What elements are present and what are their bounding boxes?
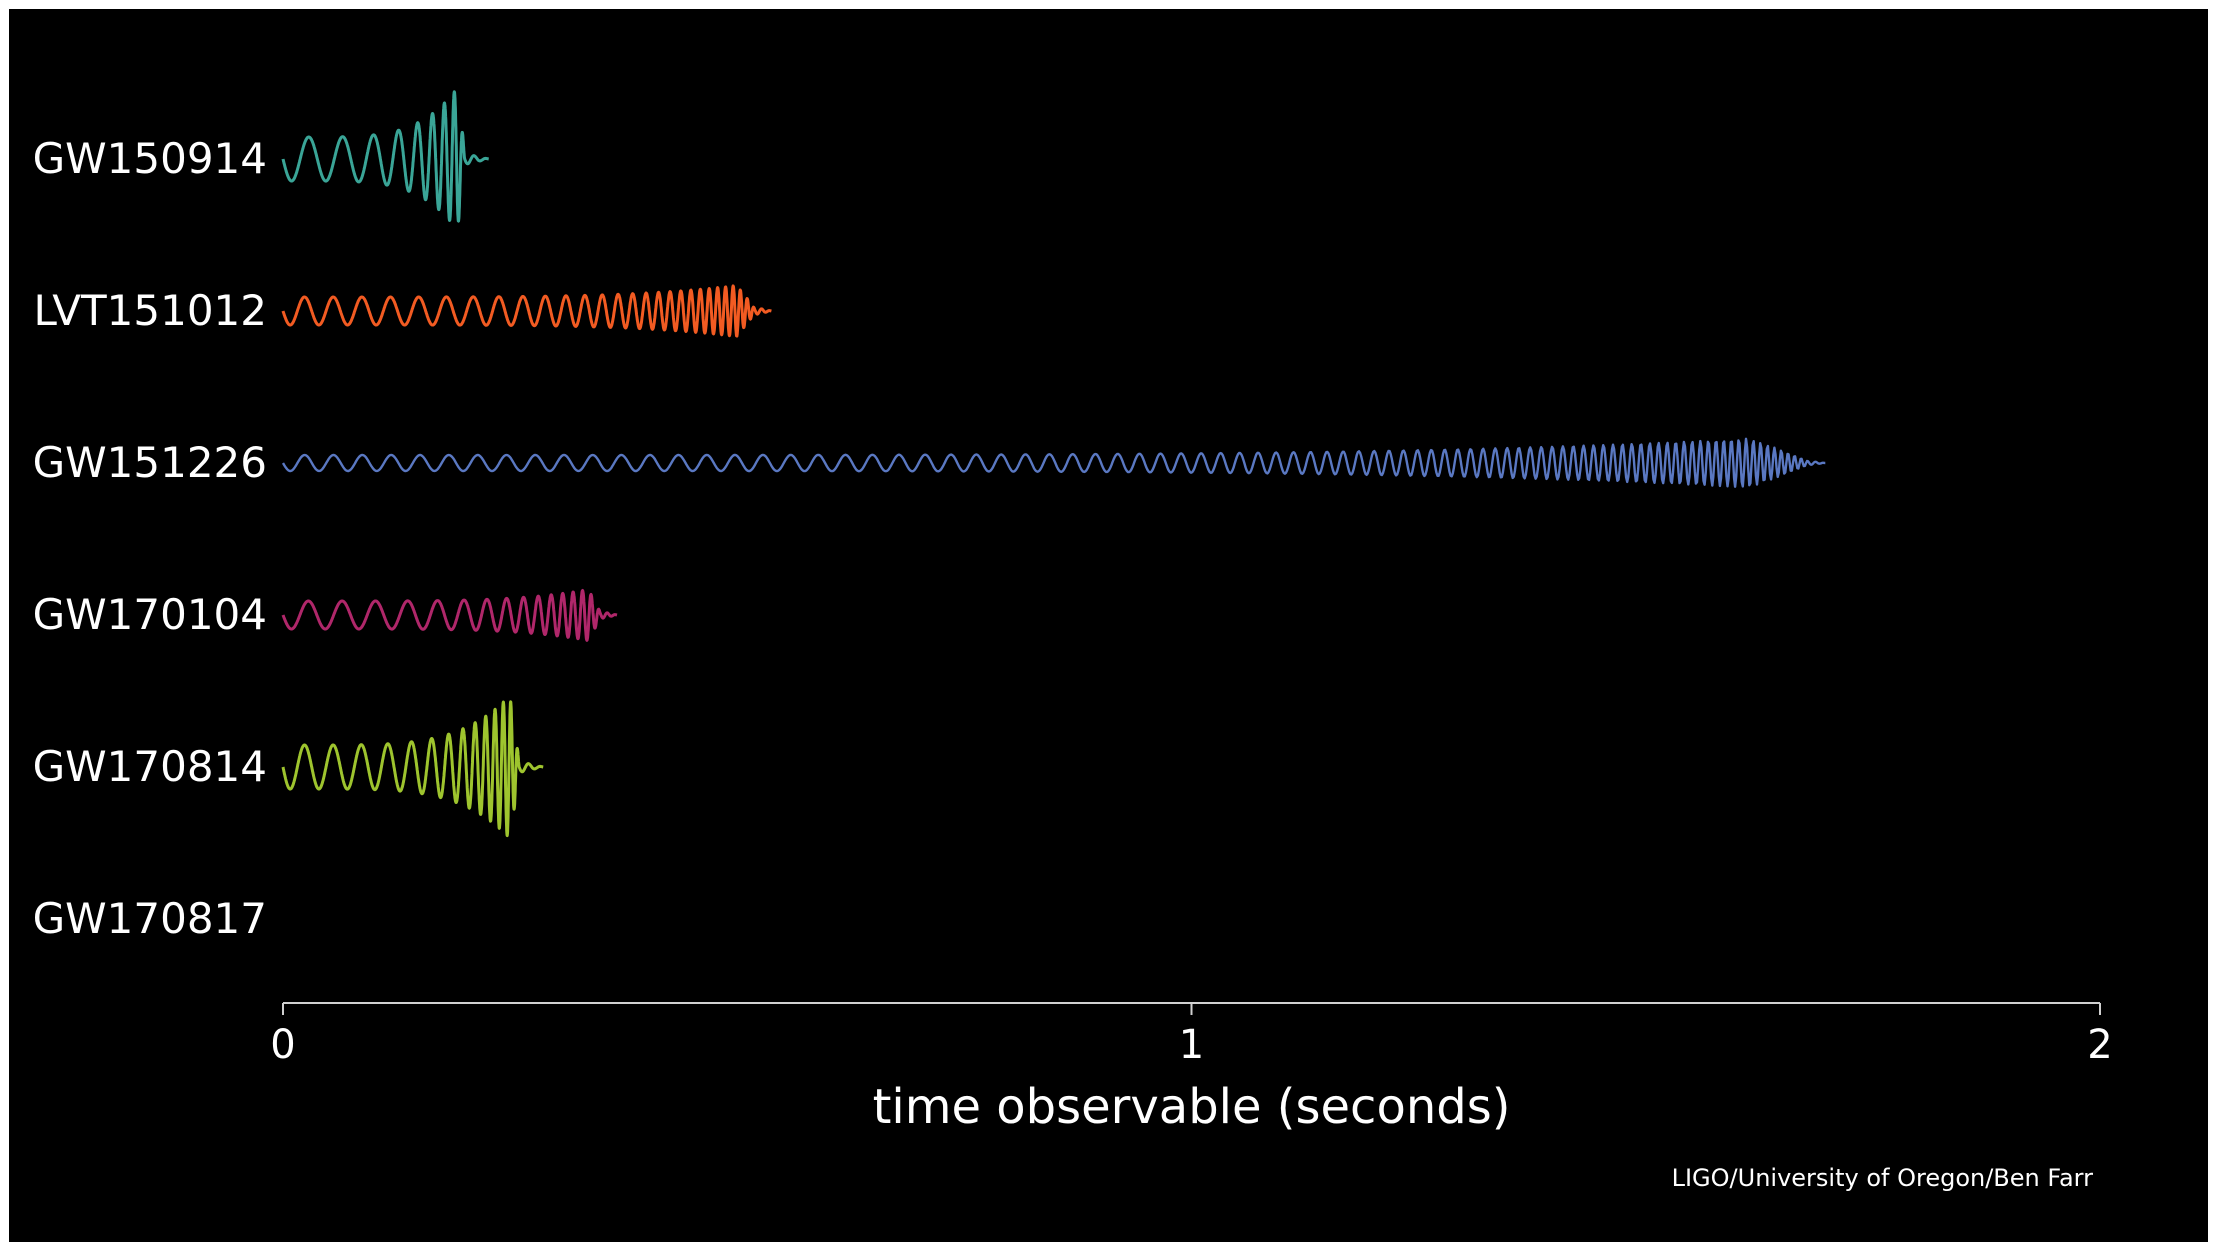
series-label: LVT151012: [33, 286, 267, 335]
waveform-line: [281, 90, 490, 223]
series-gw151226: GW151226: [33, 437, 1827, 488]
waveform-line: [281, 437, 1827, 488]
waveform-line: [281, 589, 619, 642]
series-gw170817: GW170817: [33, 894, 267, 943]
credit-text: LIGO/University of Oregon/Ben Farr: [1672, 1164, 2094, 1192]
series-label: GW170104: [33, 590, 267, 639]
series-gw170104: GW170104: [33, 589, 619, 642]
x-axis-label: time observable (seconds): [873, 1079, 1511, 1135]
series-label: GW170817: [33, 894, 267, 943]
waveform-line: [281, 700, 545, 838]
series-lvt151012: LVT151012: [33, 284, 773, 338]
waveform-chart: GW150914 LVT151012 GW151226 GW170104 GW17081…: [33, 90, 2113, 1192]
plot-frame: GW150914 LVT151012 GW151226 GW170104 GW17081…: [9, 9, 2208, 1242]
x-tick-label: 0: [270, 1022, 295, 1068]
x-tick-label: 1: [1179, 1022, 1204, 1068]
x-tick-label: 2: [2087, 1022, 2112, 1068]
series-label: GW150914: [33, 134, 267, 183]
series-label: GW170814: [33, 742, 267, 791]
x-axis: 0 1 2 time observable (seconds): [270, 1002, 2113, 1135]
waveform-line: [281, 284, 773, 338]
series-gw170814: GW170814: [33, 700, 545, 838]
series-label: GW151226: [33, 438, 267, 487]
series-gw150914: GW150914: [33, 90, 490, 223]
